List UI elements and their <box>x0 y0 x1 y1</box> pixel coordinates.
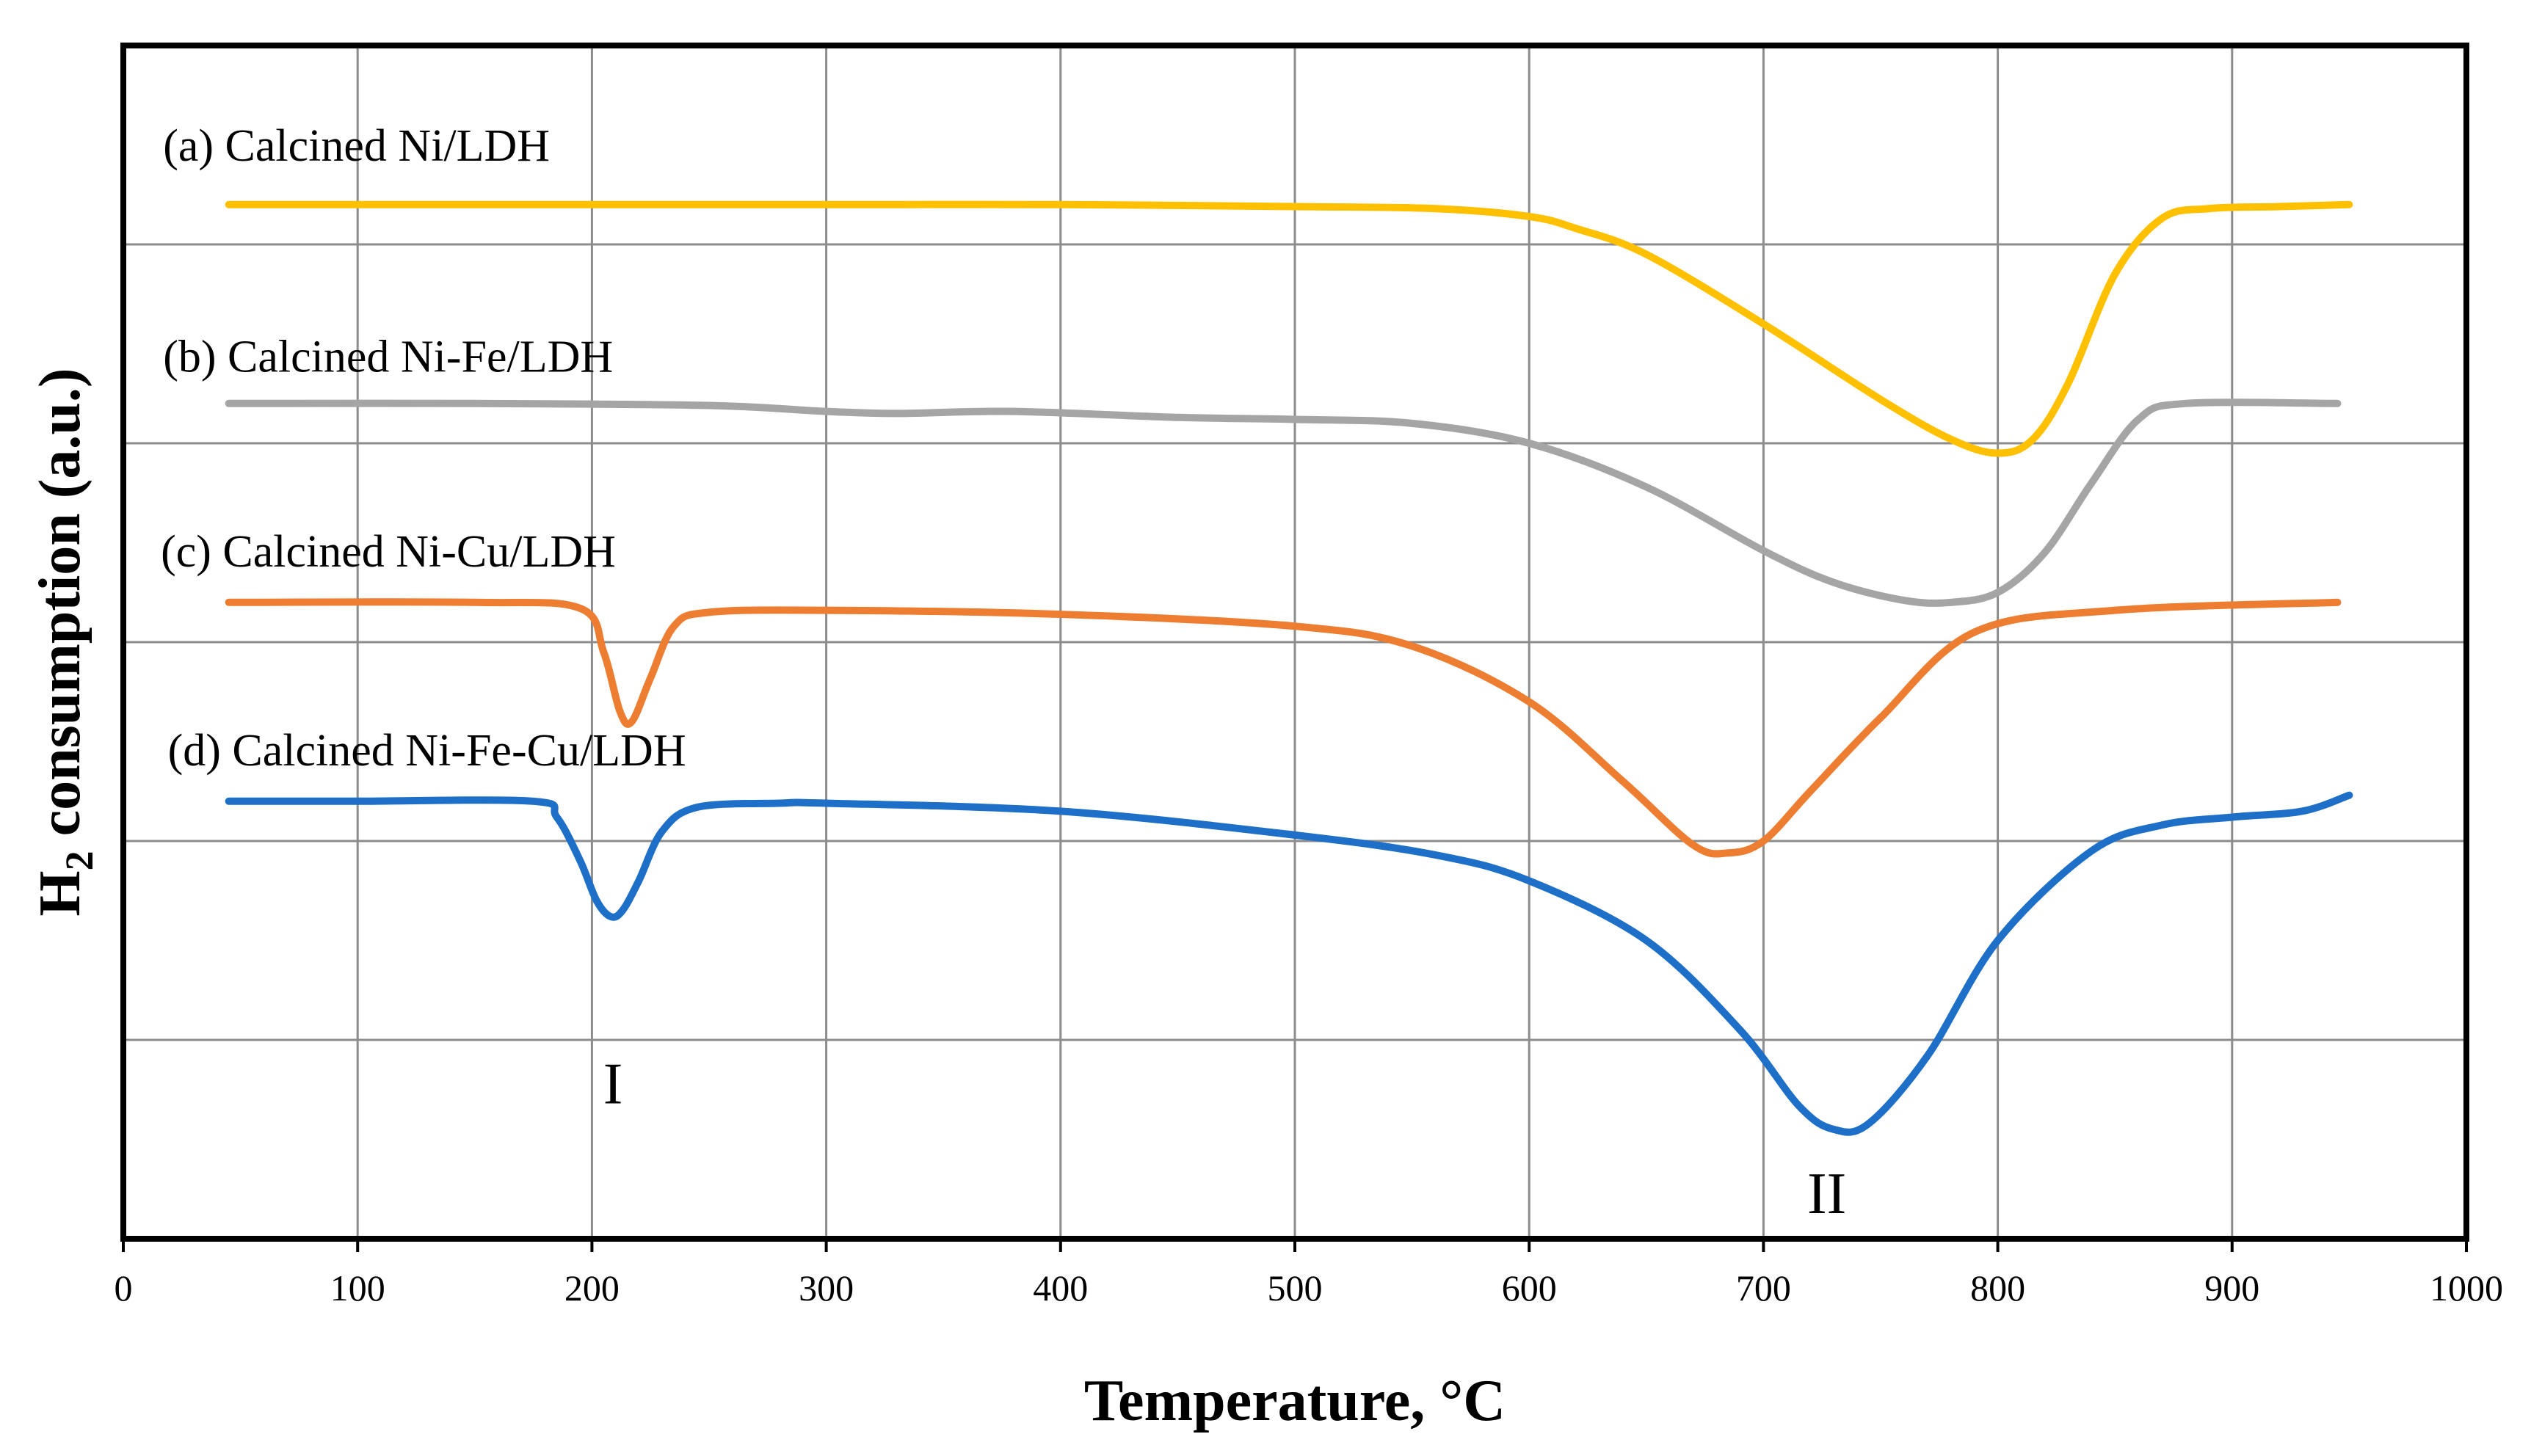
x-axis-title: Temperature, °C <box>1084 1369 1506 1433</box>
series-line-4 <box>225 791 2353 1136</box>
x-tick-label: 200 <box>564 1267 620 1308</box>
series-label-4: (d) Calcined Ni-Fe-Cu/LDH <box>168 726 686 776</box>
legend-layer: (a) Calcined Ni/LDH (b) Calcined Ni-Fe/LD… <box>161 121 686 776</box>
annotation-layer: III <box>603 1052 1846 1226</box>
series-line-1 <box>225 200 2353 457</box>
peak-annotation-2: II <box>1807 1162 1846 1226</box>
series-line-3 <box>225 598 2342 858</box>
grid-layer <box>123 46 2466 1239</box>
x-tick-label: 900 <box>2204 1267 2259 1308</box>
x-tick-label: 100 <box>330 1267 385 1308</box>
series-label-2: (b) Calcined Ni-Fe/LDH <box>163 332 613 382</box>
x-tick-label: 1000 <box>2430 1267 2503 1308</box>
x-axis: 0 100 200 300 400 500 600 700 800 900 1000 <box>115 1239 2503 1308</box>
x-tick-label: 600 <box>1502 1267 1557 1308</box>
y-axis-title-rest: consumption (a.u.) <box>28 368 92 851</box>
series-label-1: (a) Calcined Ni/LDH <box>163 121 550 171</box>
x-tick-label: 700 <box>1736 1267 1791 1308</box>
x-tick-label: 800 <box>1970 1267 2025 1308</box>
x-tick-label: 300 <box>799 1267 854 1308</box>
y-axis-title: H2 consumption (a.u.) <box>28 368 101 916</box>
series-layer <box>225 200 2353 1136</box>
y-axis-title-subscript: 2 <box>57 851 101 870</box>
y-axis-title-main: H <box>28 870 92 916</box>
x-tick-label: 0 <box>115 1267 133 1308</box>
x-tick-label: 400 <box>1033 1267 1088 1308</box>
series-line-2 <box>225 398 2342 607</box>
series-label-3: (c) Calcined Ni-Cu/LDH <box>161 527 616 577</box>
peak-annotation-1: I <box>603 1052 623 1117</box>
x-tick-label: 500 <box>1268 1267 1323 1308</box>
